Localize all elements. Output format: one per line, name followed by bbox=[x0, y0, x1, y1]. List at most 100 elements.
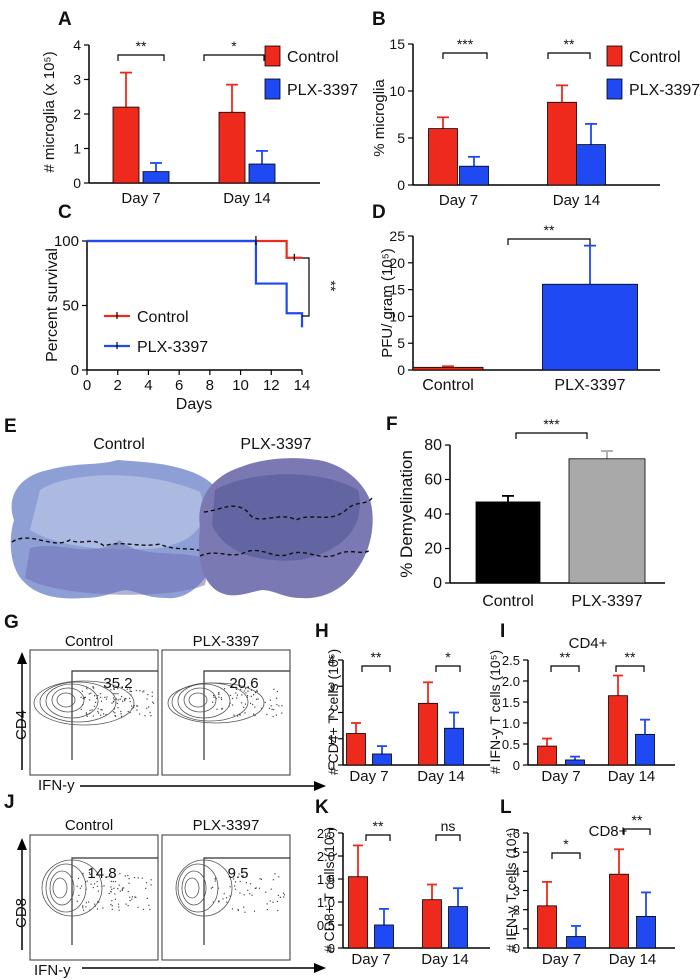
y-tick-label: 5 bbox=[397, 335, 405, 351]
event-dot bbox=[133, 877, 136, 879]
x-tick-label: 2 bbox=[114, 377, 122, 394]
event-dot bbox=[98, 901, 100, 903]
flow-j-control-label: Control bbox=[65, 817, 113, 834]
survival-line-control bbox=[87, 239, 302, 259]
event-dot bbox=[93, 695, 96, 697]
event-dot bbox=[110, 886, 112, 888]
event-dot bbox=[272, 901, 274, 903]
panel-label-e: E bbox=[4, 416, 17, 437]
event-dot bbox=[82, 872, 84, 874]
event-dot bbox=[116, 702, 118, 705]
event-dot bbox=[83, 697, 86, 699]
event-dot bbox=[110, 903, 112, 906]
event-dot bbox=[239, 880, 241, 883]
event-dot bbox=[269, 900, 271, 902]
y-tick-label: 60 bbox=[424, 472, 442, 489]
event-dot bbox=[137, 906, 139, 908]
event-dot bbox=[246, 696, 248, 698]
event-dot bbox=[80, 696, 82, 698]
bar-1 bbox=[568, 458, 646, 584]
panel-label-g: G bbox=[4, 612, 19, 633]
event-dot bbox=[111, 908, 113, 910]
bar-panel-l: L 0 1 2 3 4 5 6# IFN-y T cells (10⁴) CD8+ Day 7 Da… bbox=[500, 797, 675, 968]
event-dot bbox=[239, 892, 241, 894]
significance-label: ** bbox=[544, 222, 555, 238]
significance-bracket bbox=[435, 834, 461, 841]
event-dot bbox=[127, 710, 129, 713]
event-dot bbox=[80, 885, 83, 887]
event-dot bbox=[82, 874, 84, 876]
event-dot bbox=[242, 875, 244, 877]
legend-label: PLX-3397 bbox=[287, 82, 358, 99]
event-dot bbox=[88, 693, 90, 695]
event-dot bbox=[92, 686, 94, 688]
y-axis-label: # microglia (x 10⁵) bbox=[41, 51, 58, 172]
panel-label-j: J bbox=[4, 792, 15, 813]
category-label: Day 14 bbox=[553, 192, 601, 209]
event-dot bbox=[120, 710, 122, 713]
event-dot bbox=[92, 687, 94, 689]
event-dot bbox=[88, 872, 91, 874]
event-dot bbox=[233, 873, 235, 875]
event-dot bbox=[100, 714, 102, 716]
y-tick-label: 2.0 bbox=[502, 674, 520, 689]
legend-label: PLX-3397 bbox=[137, 339, 208, 356]
event-dot bbox=[239, 714, 241, 716]
y-tick-label: 2.5 bbox=[502, 653, 520, 668]
y-tick-label: 4 bbox=[73, 37, 81, 53]
event-dot bbox=[118, 884, 120, 886]
category-label: Day 14 bbox=[608, 768, 656, 785]
x-tick-label: 14 bbox=[294, 377, 311, 394]
category-label: Control bbox=[482, 593, 534, 610]
event-dot bbox=[97, 694, 99, 697]
axis-label-g-y: CD4 bbox=[13, 710, 30, 740]
contours-j-control bbox=[41, 859, 103, 917]
bar-plx-3397-1 bbox=[576, 144, 606, 186]
event-dot bbox=[85, 713, 88, 715]
event-dot bbox=[231, 908, 234, 910]
event-dot bbox=[87, 901, 90, 903]
event-dot bbox=[233, 878, 235, 880]
event-dot bbox=[89, 699, 91, 701]
event-dot bbox=[120, 713, 122, 715]
y-axis-label: PFU/ gram (10⁵) bbox=[379, 248, 396, 358]
contours-g-control bbox=[33, 680, 135, 726]
event-dot bbox=[89, 712, 91, 715]
event-dot bbox=[113, 708, 116, 710]
event-dot bbox=[251, 894, 253, 896]
event-dot bbox=[278, 876, 280, 878]
event-dot bbox=[145, 882, 148, 884]
panel-label-a: A bbox=[58, 9, 72, 30]
event-dot bbox=[82, 907, 84, 909]
event-dot bbox=[113, 699, 116, 701]
category-label: PLX-3397 bbox=[554, 377, 625, 394]
event-dot bbox=[229, 702, 231, 704]
event-dot bbox=[136, 705, 138, 707]
event-dot bbox=[222, 898, 224, 900]
significance-label: ** bbox=[323, 281, 339, 292]
gate-g-control bbox=[71, 670, 158, 760]
event-dot bbox=[130, 691, 132, 693]
event-dot bbox=[113, 692, 115, 695]
event-dot bbox=[254, 715, 256, 717]
event-dot bbox=[76, 900, 78, 902]
event-dot bbox=[276, 690, 279, 693]
x-tick-label: 0 bbox=[83, 377, 91, 394]
event-dot bbox=[212, 901, 214, 903]
x-tick-label: 6 bbox=[175, 377, 183, 394]
event-dot bbox=[147, 706, 150, 708]
event-dot bbox=[110, 890, 112, 893]
significance-label: * bbox=[445, 649, 451, 665]
y-tick-label: 0 bbox=[73, 175, 81, 191]
axis-label-j-x: IFN-y bbox=[34, 962, 71, 979]
event-dot bbox=[93, 883, 96, 885]
event-dot bbox=[131, 708, 133, 710]
event-dot bbox=[277, 909, 279, 912]
y-tick-label: 2 bbox=[73, 106, 81, 122]
event-dot bbox=[111, 900, 113, 902]
event-dot bbox=[128, 878, 130, 880]
event-dot bbox=[214, 878, 216, 880]
legend-label: Control bbox=[287, 49, 339, 66]
event-dot bbox=[214, 880, 216, 882]
